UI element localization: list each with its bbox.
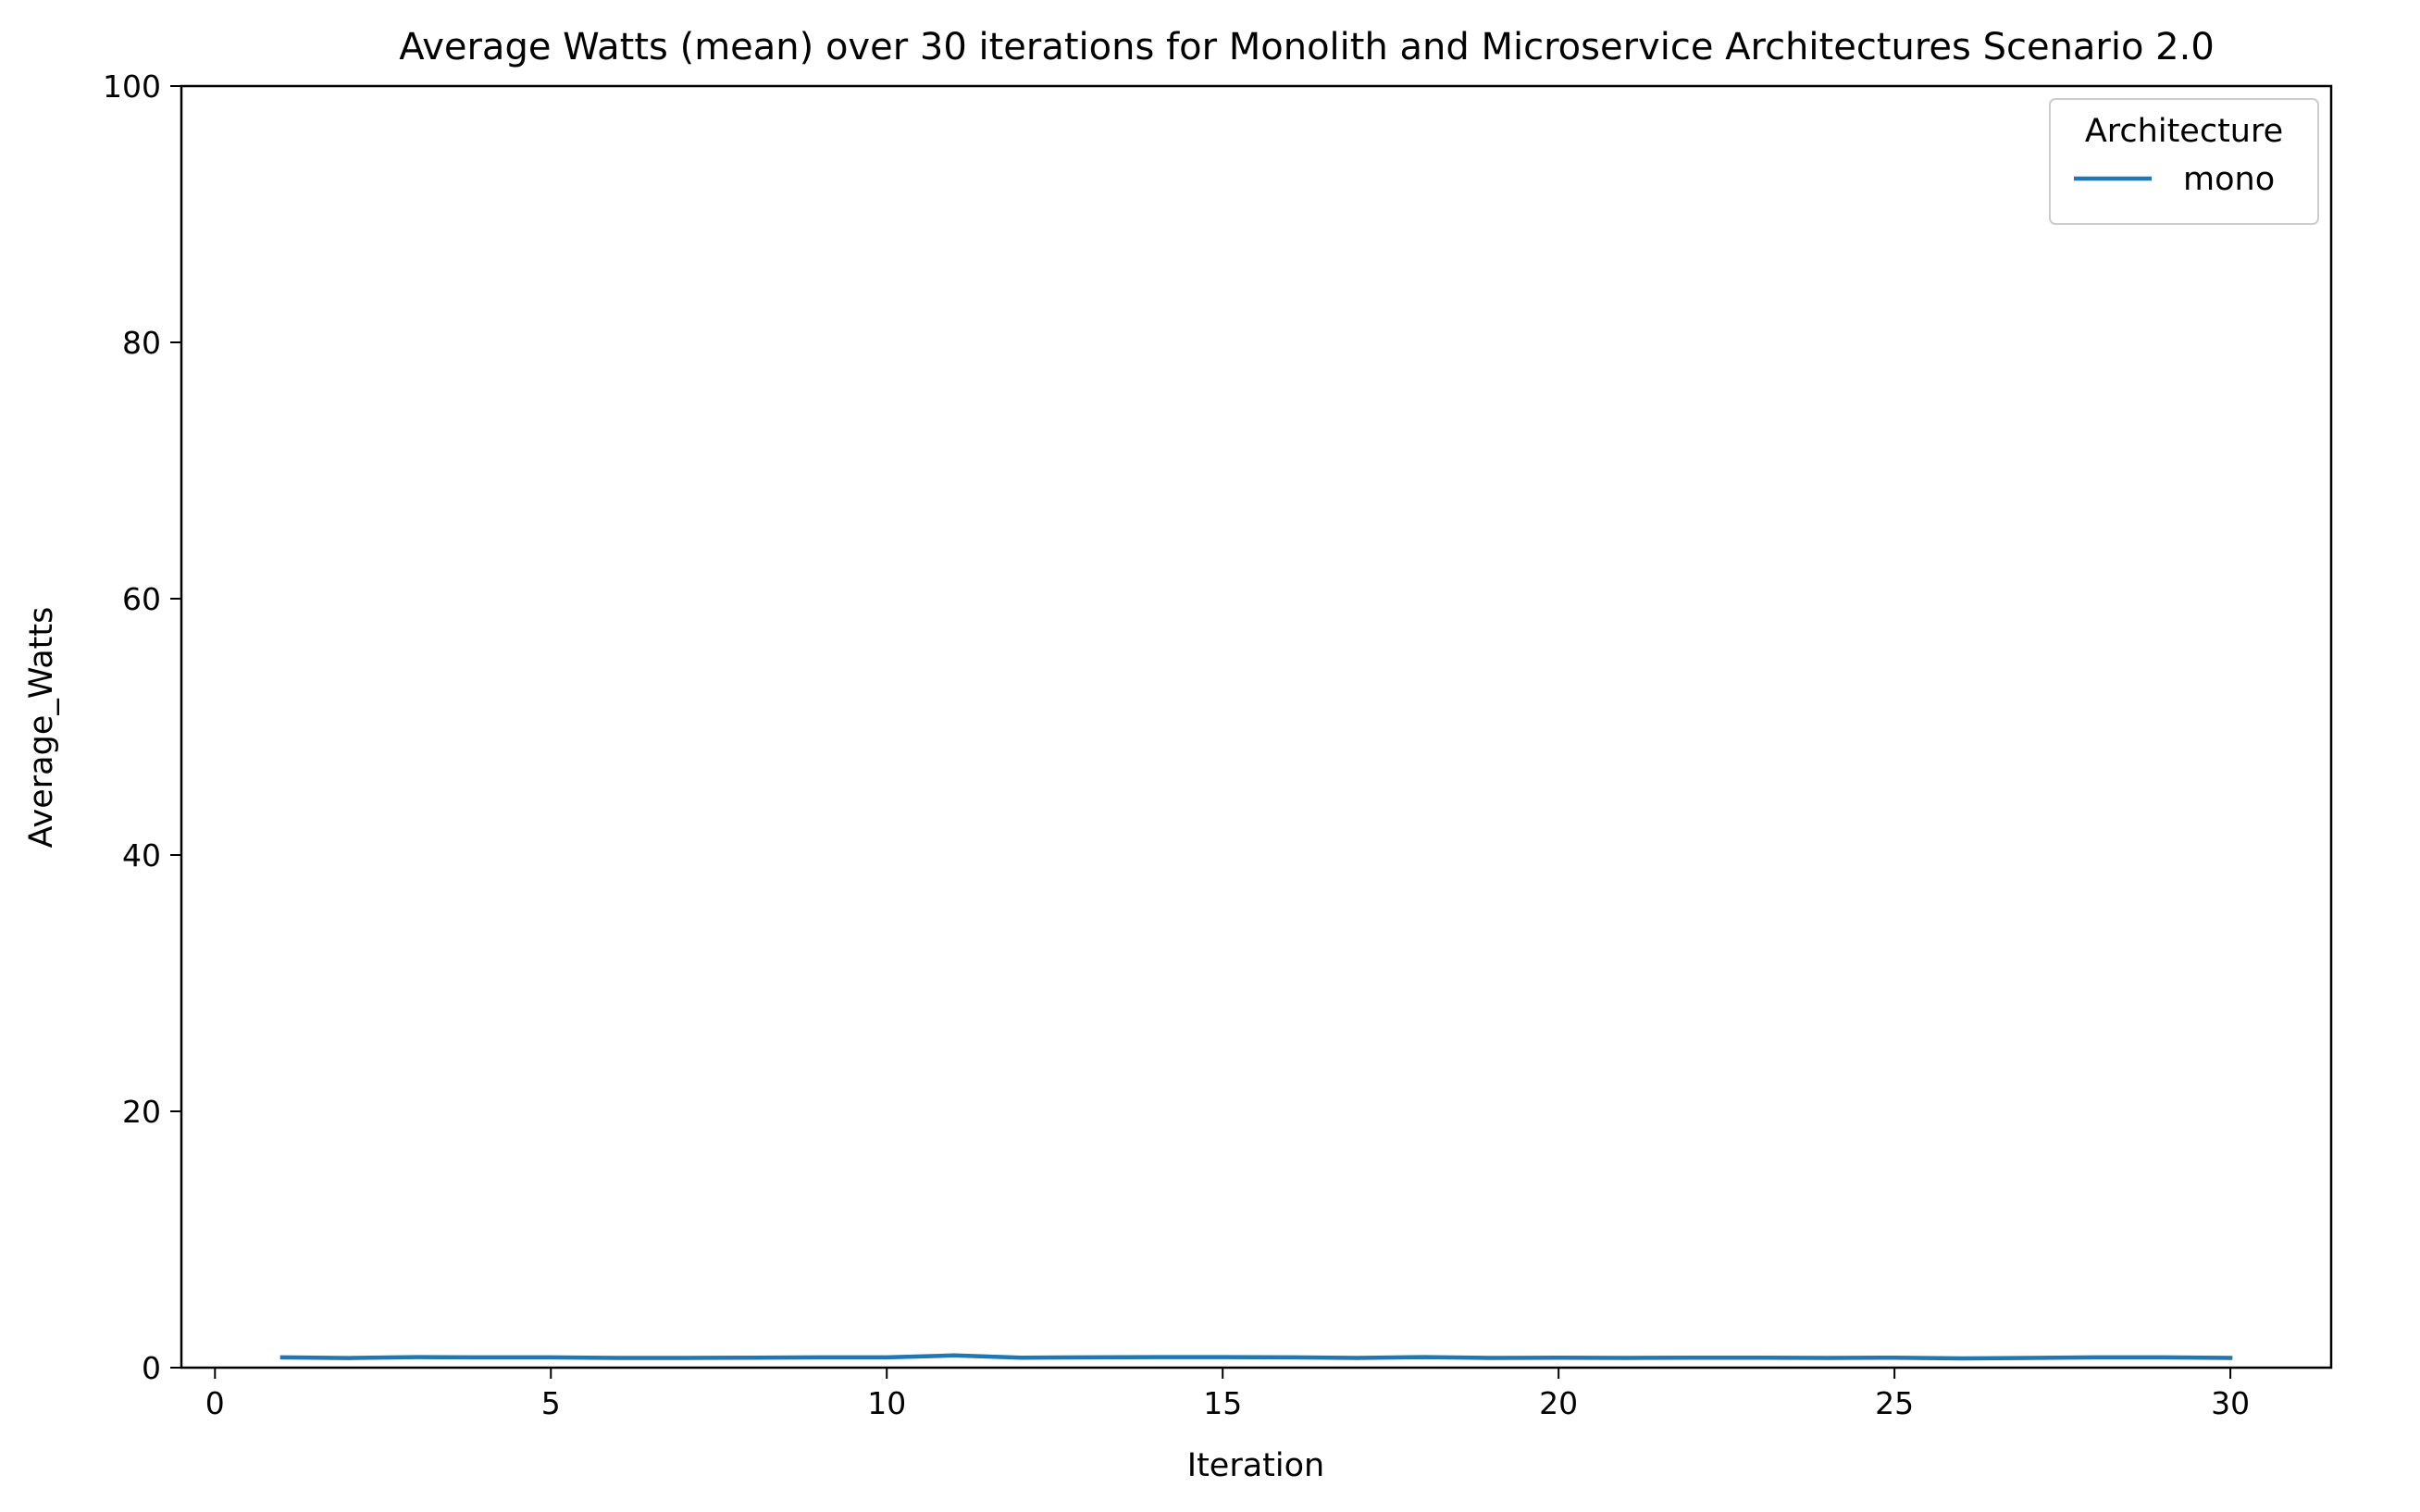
chart-title: Average Watts (mean) over 30 iterations …	[399, 26, 2215, 68]
y-tick-label: 0	[142, 1350, 161, 1386]
x-axis: 0 5 10 15 20 25 30	[205, 1368, 2250, 1421]
y-axis-label: Average_Watts	[23, 607, 60, 849]
y-axis: 0 20 40 60 80 100	[103, 68, 181, 1386]
x-tick-label: 0	[205, 1385, 225, 1421]
plot-frame	[180, 84, 2333, 1369]
x-tick-label: 5	[541, 1385, 561, 1421]
plot-area	[180, 84, 2333, 1369]
y-tick-label: 40	[122, 837, 161, 874]
x-axis-label: Iteration	[1187, 1447, 1324, 1484]
x-tick-label: 10	[867, 1385, 906, 1421]
series-layer	[279, 1353, 2233, 1361]
legend-box	[2049, 98, 2319, 225]
legend-title: Architecture	[2085, 113, 2283, 150]
x-tick-label: 25	[1875, 1385, 1914, 1421]
legend-entry-label: mono	[2183, 161, 2275, 198]
x-tick-label: 15	[1203, 1385, 1242, 1421]
y-tick-label: 80	[122, 325, 161, 361]
x-tick-label: 20	[1539, 1385, 1578, 1421]
legend: Architecture mono	[2049, 98, 2319, 225]
x-tick-label: 30	[2211, 1385, 2250, 1421]
y-tick-label: 20	[122, 1094, 161, 1130]
series-line-mono	[279, 1353, 2233, 1361]
y-tick-label: 60	[122, 581, 161, 617]
y-tick-label: 100	[103, 68, 161, 105]
